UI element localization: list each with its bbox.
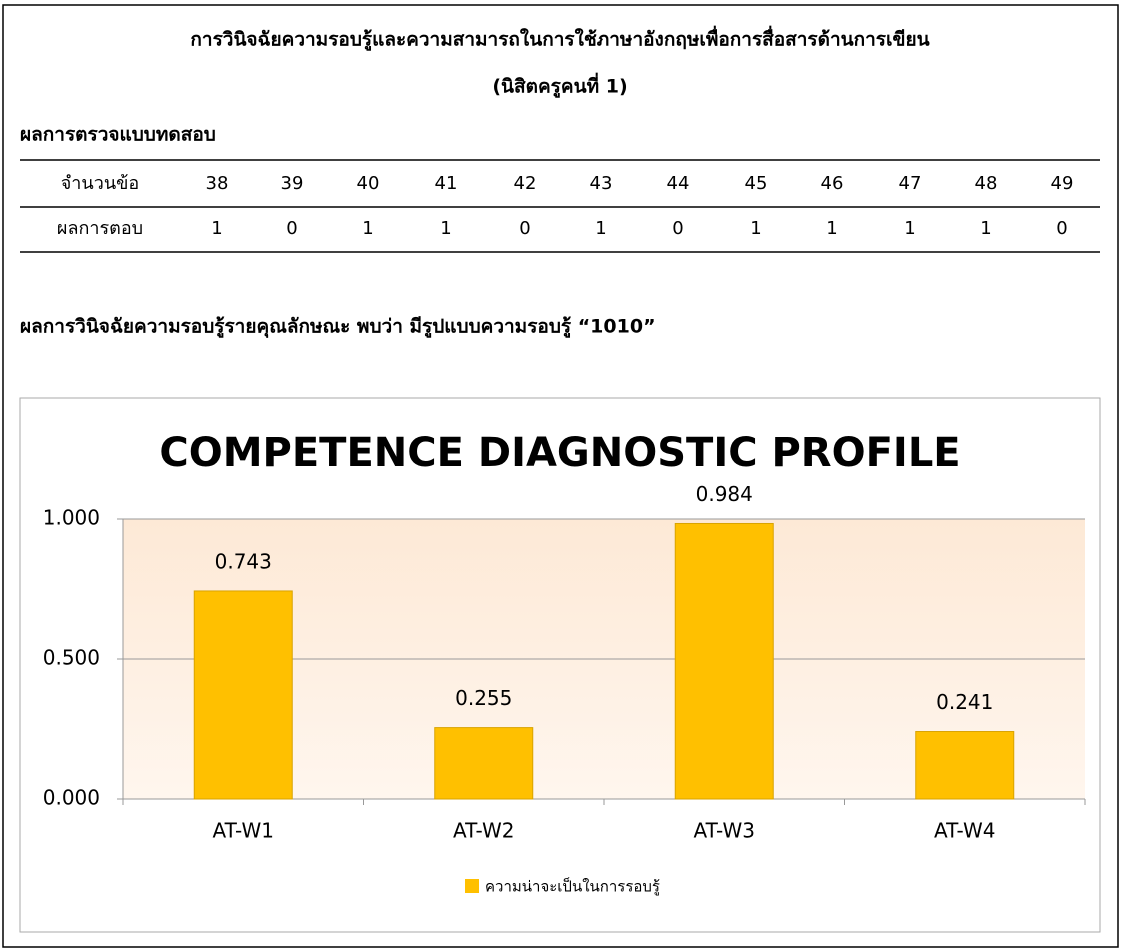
table-cell: 0: [286, 218, 297, 239]
data-label: 0.984: [696, 482, 753, 506]
table-cell: 44: [667, 173, 690, 194]
table-cell: 1: [904, 218, 915, 239]
table-cell: 0: [519, 218, 530, 239]
table-cell: 0: [672, 218, 683, 239]
page: การวินิจฉัยความรอบรู้และความสามารถในการใ…: [0, 0, 1121, 951]
table-cell: 45: [745, 173, 768, 194]
table-cell: 46: [821, 173, 844, 194]
table-cell: 40: [357, 173, 380, 194]
doc-subtitle: (นิสิตครูคนที่ 1): [492, 73, 627, 99]
y-tick-label: 1.000: [43, 506, 100, 530]
x-tick-label: AT-W3: [694, 819, 755, 843]
doc-title: การวินิจฉัยความรอบรู้และความสามารถในการใ…: [190, 26, 929, 52]
table-cell: 1: [750, 218, 761, 239]
data-label: 0.255: [455, 686, 512, 710]
result-text: ผลการวินิจฉัยความรอบรู้รายคุณลักษณะ พบว่…: [20, 316, 656, 339]
y-tick-label: 0.000: [43, 786, 100, 810]
bar: [194, 591, 292, 799]
table-cell: 1: [826, 218, 837, 239]
table-cell: 43: [590, 173, 613, 194]
table-cell: 47: [899, 173, 922, 194]
table-cell: 1: [595, 218, 606, 239]
bar: [916, 732, 1014, 799]
table-cell: 41: [435, 173, 458, 194]
table-cell: 49: [1051, 173, 1074, 194]
row-header: ผลการตอบ: [57, 218, 143, 239]
table-cell: 42: [514, 173, 537, 194]
table-cell: 48: [975, 173, 998, 194]
table-cell: 1: [980, 218, 991, 239]
x-tick-label: AT-W4: [934, 819, 995, 843]
bar: [435, 728, 533, 799]
row-header: จำนวนข้อ: [61, 173, 140, 194]
x-tick-label: AT-W1: [213, 819, 274, 843]
legend-swatch: [465, 879, 479, 893]
x-tick-label: AT-W2: [453, 819, 514, 843]
table-cell: 1: [211, 218, 222, 239]
legend-label: ความน่าจะเป็นในการรอบรู้: [485, 877, 660, 896]
table-cell: 0: [1056, 218, 1067, 239]
data-label: 0.743: [215, 549, 272, 573]
table-cell: 1: [362, 218, 373, 239]
bar: [675, 523, 773, 799]
table-cell: 38: [206, 173, 229, 194]
y-tick-label: 0.500: [43, 646, 100, 670]
table-cell: 1: [440, 218, 451, 239]
chart-title: COMPETENCE DIAGNOSTIC PROFILE: [159, 430, 960, 476]
table-cell: 39: [281, 173, 304, 194]
section-title: ผลการตรวจแบบทดสอบ: [20, 124, 216, 146]
data-label: 0.241: [936, 690, 993, 714]
